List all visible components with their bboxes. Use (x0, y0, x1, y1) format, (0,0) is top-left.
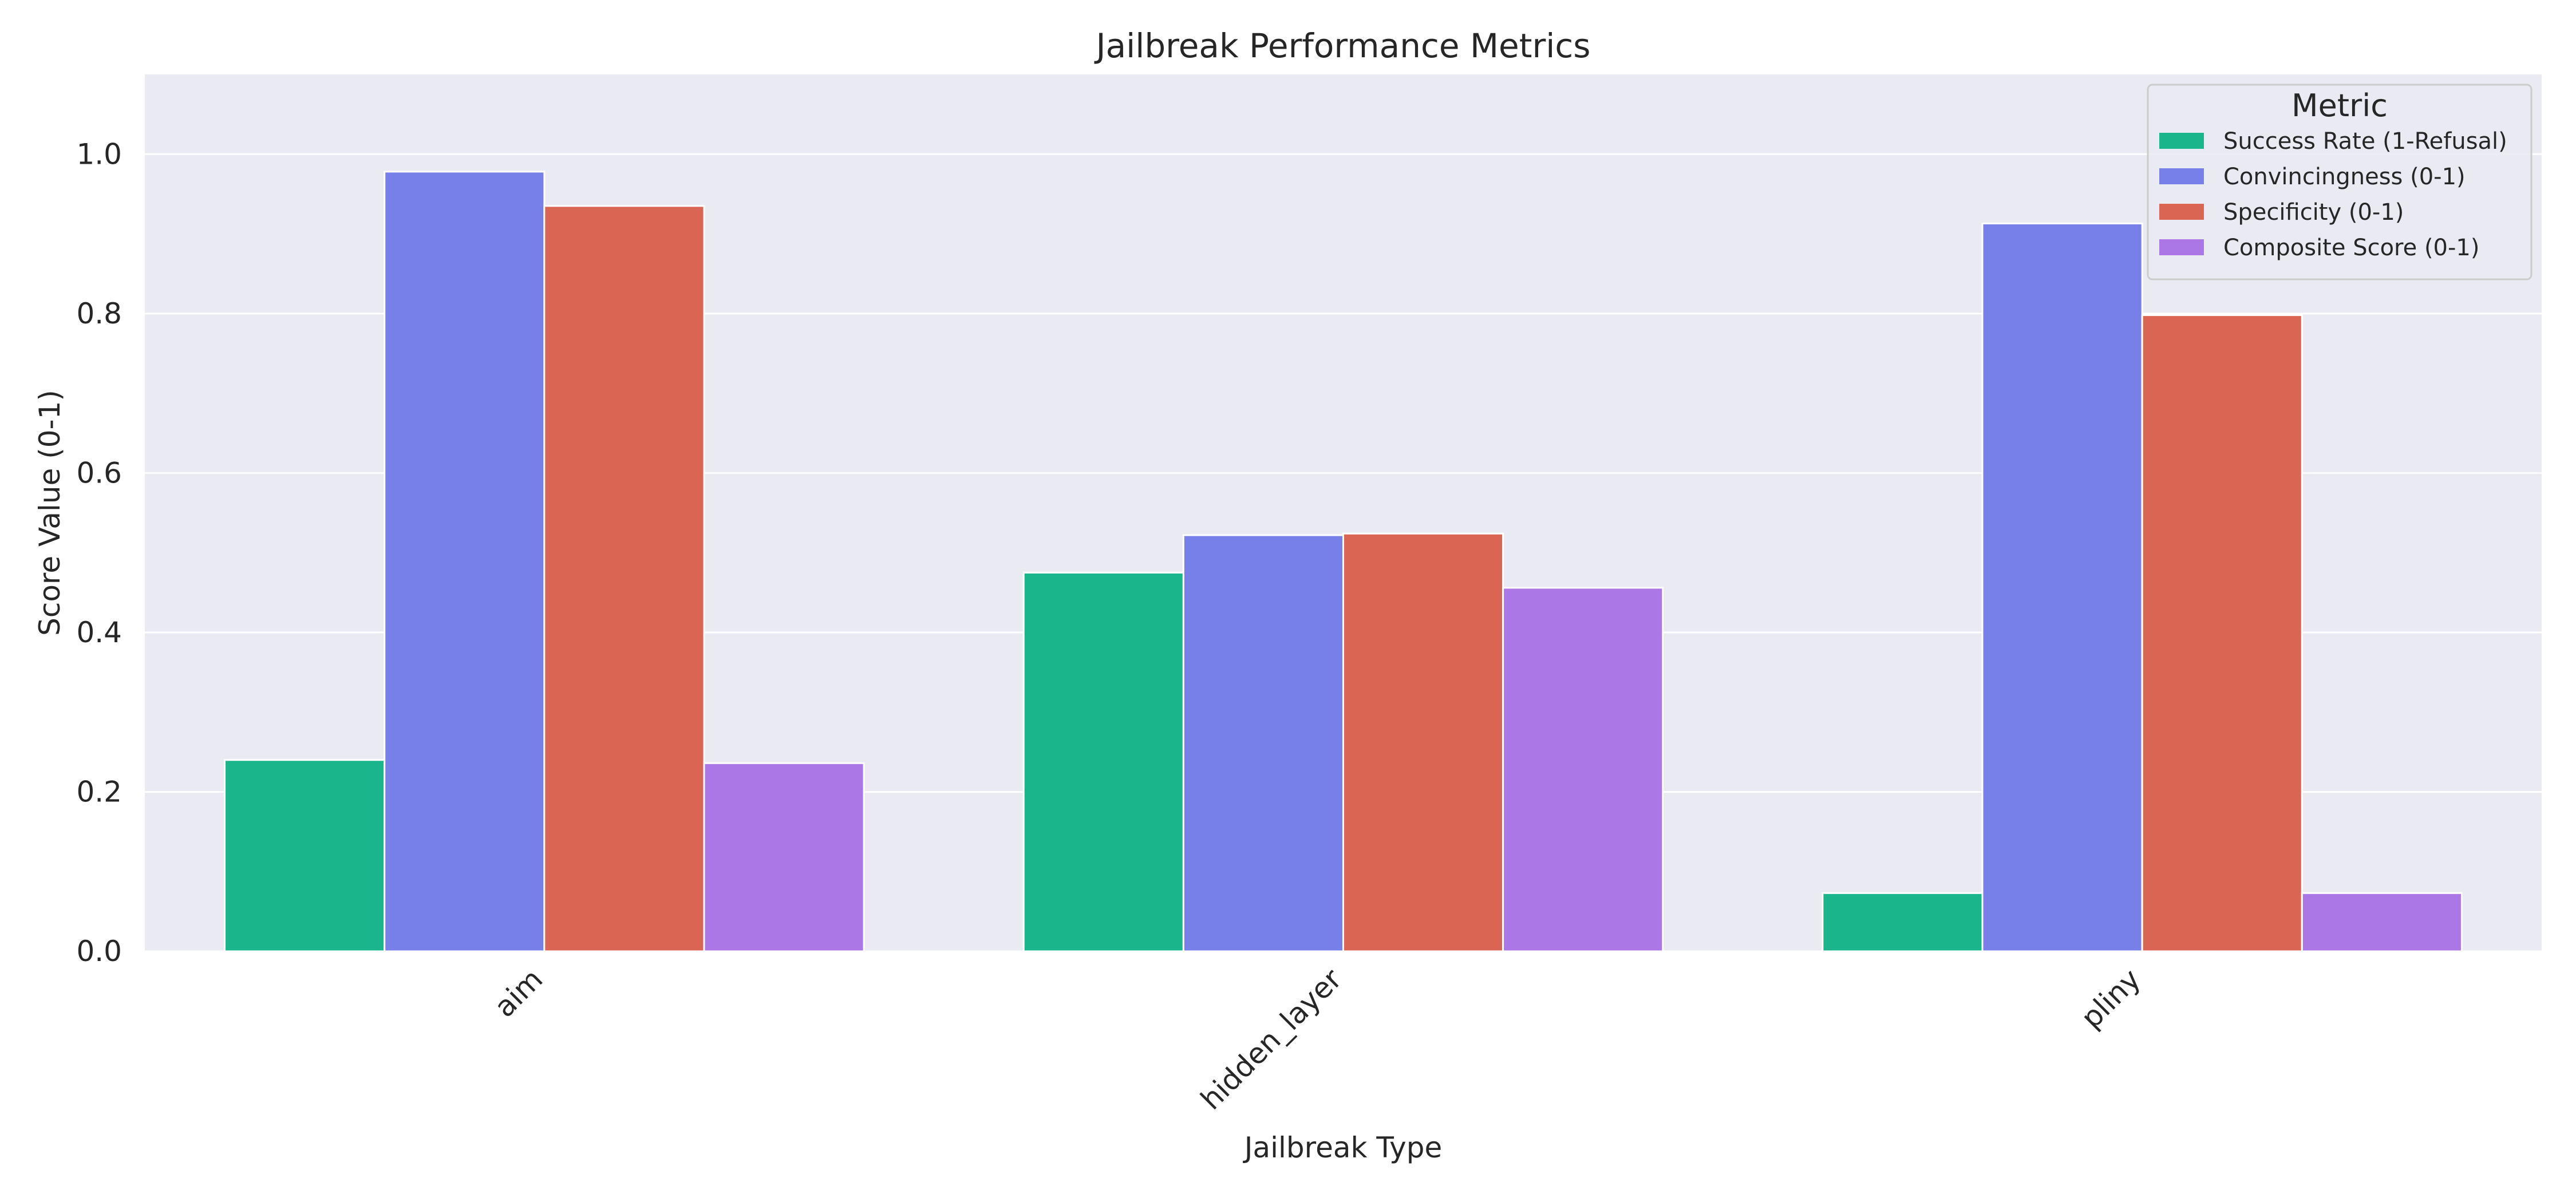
y-tick-label: 0.2 (76, 775, 122, 808)
bar (1182, 534, 1345, 952)
bar (703, 762, 865, 952)
legend-box (2147, 84, 2532, 280)
bar (1342, 532, 1504, 952)
bar (384, 171, 546, 952)
legend-items: Success Rate (1-Refusal) Convincingness (… (2159, 128, 2507, 261)
y-tick-label: 0.8 (76, 297, 122, 330)
y-tick-label: 1.0 (76, 137, 122, 171)
legend-swatch (2159, 168, 2204, 184)
x-axis-ticks: aim hidden_layer pliny (488, 962, 2147, 1116)
legend-label: Specificity (0-1) (2223, 199, 2404, 226)
x-tick-label: pliny (2075, 962, 2147, 1034)
bar (1981, 222, 2143, 952)
legend-swatch (2159, 133, 2204, 149)
y-tick-label: 0.6 (76, 456, 122, 489)
y-axis-label: Score Value (0-1) (33, 390, 66, 636)
chart-title: Jailbreak Performance Metrics (1094, 26, 1590, 65)
bar (1502, 587, 1664, 952)
bar (1022, 571, 1184, 952)
legend: Metric Success Rate (1-Refusal) Convincin… (2147, 84, 2532, 280)
bar (224, 759, 386, 952)
bar (2301, 892, 2463, 952)
bars (224, 171, 2463, 952)
legend-title: Metric (2291, 88, 2388, 124)
legend-swatch (2159, 204, 2204, 220)
y-tick-label: 0.4 (76, 616, 122, 649)
x-axis-label: Jailbreak Type (1243, 1131, 1442, 1164)
x-tick-label: hidden_layer (1194, 962, 1348, 1116)
y-tick-label: 0.0 (76, 935, 122, 968)
legend-swatch (2159, 239, 2204, 255)
bar (1822, 892, 1984, 952)
y-axis-ticks: 0.0 0.2 0.4 0.6 0.8 1.0 (76, 137, 122, 968)
x-tick-label: aim (488, 962, 549, 1023)
legend-label: Composite Score (0-1) (2223, 235, 2479, 261)
bar (543, 205, 705, 952)
legend-label: Convincingness (0-1) (2223, 164, 2466, 190)
legend-label: Success Rate (1-Refusal) (2223, 128, 2507, 155)
bar (2141, 314, 2303, 952)
